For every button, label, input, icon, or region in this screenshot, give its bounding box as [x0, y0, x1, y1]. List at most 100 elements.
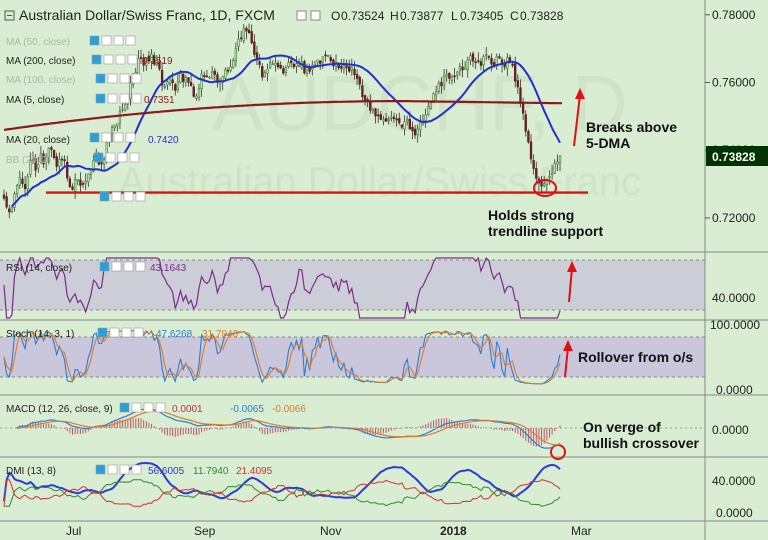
breaks-arrow [573, 94, 581, 147]
candle-body [229, 66, 232, 71]
legend-control-icon[interactable] [111, 261, 122, 272]
candle-body [303, 61, 306, 74]
legend-control-icon[interactable] [115, 54, 126, 65]
legend-control-icon[interactable] [107, 464, 118, 475]
rsi-arrow [568, 267, 573, 303]
candle-body [543, 183, 546, 186]
time-label-nov: Nov [320, 524, 341, 538]
legend-control-icon[interactable] [129, 152, 140, 163]
legend-control-icon[interactable] [119, 93, 130, 104]
candle-body [353, 68, 356, 75]
rsi-axis-label: 40.0000 [712, 291, 756, 305]
ohlc-close-value: 0.73828 [520, 9, 564, 23]
legend-control-icon[interactable] [131, 73, 142, 84]
legend-control-icon[interactable] [101, 132, 112, 143]
candle-body [345, 65, 348, 69]
candle-body [387, 119, 390, 121]
candle-body [29, 160, 32, 175]
candle-body [416, 128, 419, 136]
legend-control-icon[interactable] [113, 132, 124, 143]
legend-control-icon[interactable] [119, 73, 130, 84]
candle-body [113, 124, 116, 129]
candle-body [26, 176, 29, 189]
candle-body [23, 184, 27, 190]
legend-control-icon[interactable] [155, 402, 166, 413]
candle-body [498, 56, 501, 59]
legend-control-icon[interactable] [127, 54, 138, 65]
collapse-toggle[interactable] [4, 10, 15, 21]
candle-body [485, 54, 488, 56]
legend-control-icon[interactable] [103, 54, 114, 65]
candle-body [203, 75, 206, 78]
candle-body [553, 162, 556, 174]
legend-control-icon[interactable] [131, 402, 142, 413]
candle-body [424, 114, 427, 121]
candle-body [432, 93, 435, 104]
legend-control-icon[interactable] [121, 327, 132, 338]
legend-control-icon[interactable] [135, 261, 146, 272]
legend-control-icon[interactable] [131, 93, 142, 104]
candle-body [263, 72, 267, 78]
legend-control-icon[interactable] [123, 261, 134, 272]
legend-control-icon[interactable] [125, 132, 136, 143]
legend-control-icon[interactable] [91, 54, 102, 65]
legend-control-icon[interactable] [99, 261, 110, 272]
title-settings-icon[interactable] [296, 10, 307, 21]
legend-control-icon[interactable] [101, 35, 112, 46]
legend-control-icon[interactable] [135, 191, 146, 202]
ma5-value: 0.7351 [144, 95, 175, 106]
title-format-icon[interactable] [310, 10, 321, 21]
candle-body [10, 206, 14, 212]
legend-control-icon[interactable] [107, 93, 118, 104]
dmi-minus-value: 21.4095 [236, 466, 273, 477]
candle-body [5, 196, 8, 208]
candle-body [87, 173, 90, 183]
candle-body [326, 55, 330, 57]
legend-control-icon[interactable] [133, 327, 144, 338]
legend-control-icon[interactable] [123, 191, 134, 202]
legend-control-icon[interactable] [117, 152, 128, 163]
legend-control-icon[interactable] [119, 464, 130, 475]
legend-control-icon[interactable] [105, 152, 116, 163]
candle-body [34, 157, 37, 171]
time-label-jul: Jul [66, 524, 81, 538]
legend-control-icon[interactable] [125, 35, 136, 46]
candle-body [363, 95, 367, 102]
candle-body [158, 61, 161, 70]
legend-control-icon[interactable] [107, 73, 118, 84]
legend-control-icon[interactable] [109, 327, 120, 338]
candle-body [37, 164, 40, 169]
candle-body [63, 159, 66, 161]
ohlc-low-label: L [451, 9, 458, 23]
ma200-label: MA (200, close) [6, 56, 75, 67]
legend-control-icon[interactable] [119, 402, 130, 413]
candle-body [450, 76, 454, 81]
legend-control-icon[interactable] [95, 73, 106, 84]
legend-control-icon[interactable] [89, 132, 100, 143]
legend-control-icon[interactable] [111, 191, 122, 202]
legend-control-icon[interactable] [131, 464, 142, 475]
legend-control-icon[interactable] [97, 327, 108, 338]
candle-body [527, 131, 530, 143]
legend-control-icon[interactable] [89, 35, 100, 46]
ma200-value: 0.7519 [142, 56, 173, 67]
candle-body [413, 128, 417, 136]
legend-control-icon[interactable] [95, 464, 106, 475]
legend-control-icon[interactable] [143, 402, 154, 413]
legend-control-icon[interactable] [113, 35, 124, 46]
candle-body [377, 114, 380, 117]
candle-body [247, 29, 251, 34]
legend-control-icon[interactable] [93, 152, 104, 163]
candle-body [21, 178, 24, 185]
macd-signal-line [17, 410, 561, 446]
candle-body [182, 73, 185, 82]
candle-body [400, 124, 404, 128]
dmi-adx-line [3, 461, 561, 502]
candle-body [110, 127, 114, 135]
legend-control-icon[interactable] [99, 191, 110, 202]
legend-control-icon[interactable] [95, 93, 106, 104]
candle-body [145, 57, 148, 66]
candle-body [13, 193, 16, 208]
candle-body [521, 102, 525, 114]
